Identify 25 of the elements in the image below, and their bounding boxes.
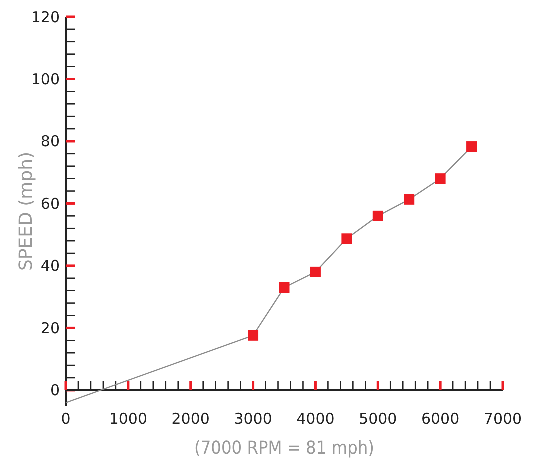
y-tick-label: 100 [31, 70, 60, 88]
y-tick-label: 40 [40, 257, 60, 276]
y-tick-label: 0 [50, 382, 60, 400]
x-tick-label: 6000 [421, 410, 460, 428]
point [466, 142, 478, 152]
x-tick-label: 1000 [109, 410, 148, 428]
x-axis-title: (7000 RPM = 81 mph) [194, 438, 374, 459]
point [310, 266, 321, 278]
x-tick-label: 3000 [234, 410, 272, 428]
y-tick-label: 120 [31, 8, 60, 26]
y-tick-label: 80 [40, 132, 60, 151]
x-tick-label: 5000 [359, 410, 398, 428]
point [342, 234, 352, 244]
point [248, 330, 259, 341]
x-tick-label: 4000 [296, 410, 335, 428]
y-tick-label: 20 [40, 319, 60, 338]
point [372, 210, 384, 222]
y-tick-label: 60 [40, 194, 60, 213]
point [435, 174, 446, 184]
y-axis-title: SPEED (mph) [16, 152, 37, 272]
x-tick-label: 2000 [172, 410, 210, 428]
point [404, 194, 415, 205]
x-tick-label: 7000 [484, 410, 522, 428]
point [279, 282, 290, 293]
x-tick-label: 0 [61, 410, 71, 428]
